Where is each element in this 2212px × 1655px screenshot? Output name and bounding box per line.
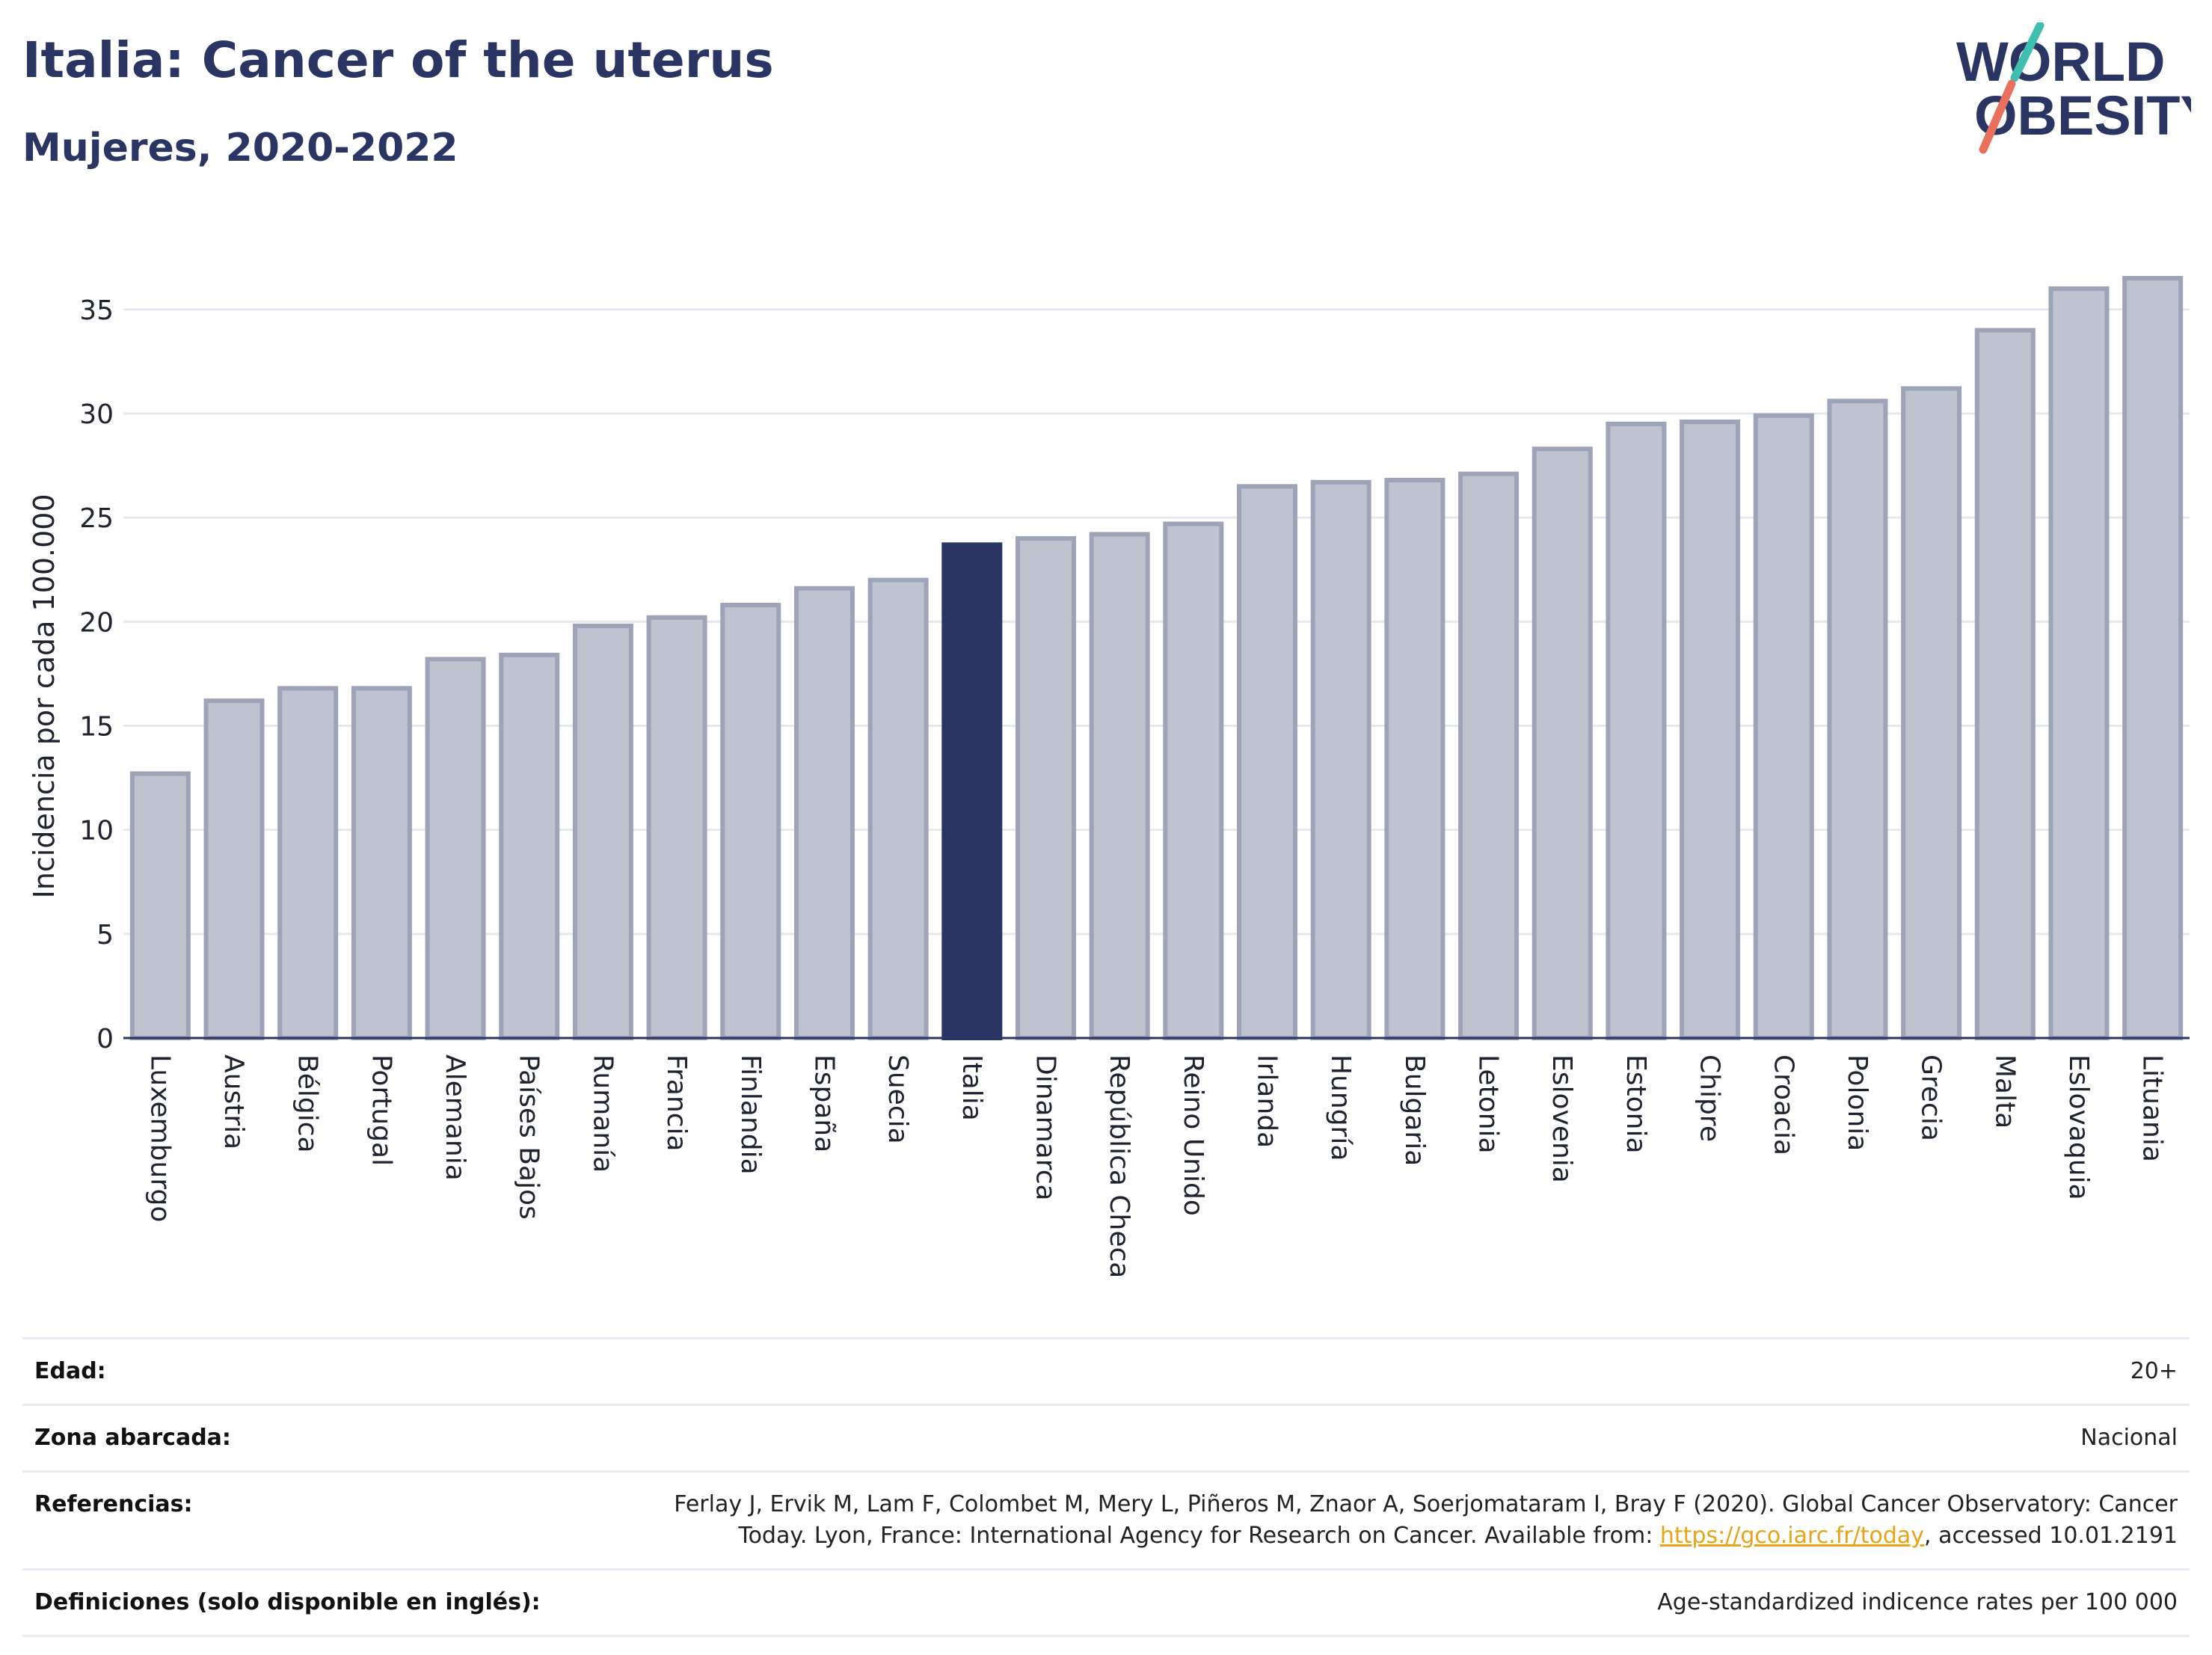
bar-croacia xyxy=(1753,413,1814,1040)
logo-slash-coral xyxy=(1979,79,2016,154)
bar-estonia xyxy=(1606,421,1667,1040)
x-tick-label: Estonia xyxy=(1620,1054,1651,1154)
bar-reino-unido xyxy=(1163,521,1224,1040)
x-tick-label: Portugal xyxy=(366,1054,396,1166)
info-row-references: Referencias: Ferlay J, Ervik M, Lam F, C… xyxy=(22,1470,2190,1568)
y-axis-label: Incidencia por cada 100.000 xyxy=(28,494,61,898)
y-tick-label: 25 xyxy=(79,503,114,534)
definitions-value: Age-standardized indicence rates per 100… xyxy=(1657,1589,2178,1615)
bar-hungría xyxy=(1310,479,1371,1040)
x-tick-label: Finlandia xyxy=(735,1054,766,1175)
y-axis-ticks: 0 5 10 15 20 25 30 35 xyxy=(79,295,114,1054)
bar-italia xyxy=(941,542,1003,1040)
world-obesity-logo: WORLD OBESITY xyxy=(1956,22,2191,154)
area-value: Nacional xyxy=(2080,1425,2178,1451)
age-value: 20+ xyxy=(2130,1358,2178,1384)
x-tick-label: Italia xyxy=(956,1054,987,1121)
x-tick-label: Eslovaquia xyxy=(2063,1054,2094,1200)
age-label: Edad: xyxy=(34,1358,106,1384)
info-table: Edad: 20+ Zona abarcada: Nacional Refere… xyxy=(22,1337,2190,1637)
x-tick-label: Eslovenia xyxy=(1546,1054,1577,1183)
bar-dinamarca xyxy=(1015,535,1076,1040)
y-tick-label: 15 xyxy=(79,711,114,742)
y-tick-label: 0 xyxy=(96,1024,114,1054)
references-line-2-post: , accessed 10.01.2191 xyxy=(1924,1523,2178,1549)
bar-rumanía xyxy=(572,623,633,1040)
references-link[interactable]: https://gco.iarc.fr/today xyxy=(1659,1523,1925,1549)
bar-alemania xyxy=(425,657,486,1040)
y-tick-label: 5 xyxy=(96,920,114,951)
bar-polonia xyxy=(1827,399,1888,1040)
y-tick-label: 30 xyxy=(79,399,114,430)
bar-letonia xyxy=(1458,471,1520,1040)
references-value: Ferlay J, Ervik M, Lam F, Colombet M, Me… xyxy=(674,1489,2178,1552)
bar-suecia xyxy=(867,577,929,1040)
x-tick-label: Francia xyxy=(661,1054,692,1152)
bar-austria xyxy=(203,698,265,1040)
bar-chart: 0 5 10 15 20 25 30 35 Luxemburgo Austria Bélgica P… xyxy=(28,276,2190,1278)
bar-portugal xyxy=(351,686,412,1040)
x-tick-label: República Checa xyxy=(1104,1054,1134,1278)
x-tick-label: Bélgica xyxy=(292,1054,323,1153)
chart-title: Italia: Cancer of the uterus xyxy=(22,31,774,89)
bar-finlandia xyxy=(720,603,781,1040)
bar-bélgica xyxy=(277,686,339,1040)
x-tick-label: Alemania xyxy=(440,1054,470,1181)
x-axis-labels: Luxemburgo Austria Bélgica Portugal Alemania… xyxy=(144,1054,2167,1278)
x-tick-label: Letonia xyxy=(1473,1054,1504,1154)
x-tick-label: España xyxy=(808,1054,839,1152)
x-tick-label: Chipre xyxy=(1695,1054,1725,1142)
bar-luxemburgo xyxy=(129,771,191,1040)
bar-lituania xyxy=(2122,276,2184,1040)
x-tick-label: Rumanía xyxy=(587,1054,618,1173)
y-tick-label: 35 xyxy=(79,295,114,326)
y-tick-label: 20 xyxy=(79,607,114,638)
chart-subtitle: Mujeres, 2020-2022 xyxy=(22,126,458,171)
x-tick-label: Lituania xyxy=(2137,1054,2168,1162)
x-tick-label: Suecia xyxy=(882,1054,913,1144)
bar-eslovenia xyxy=(1531,446,1593,1040)
x-tick-label: Polonia xyxy=(1842,1054,1872,1151)
bar-países-bajos xyxy=(499,652,560,1040)
x-tick-label: Dinamarca xyxy=(1030,1054,1060,1201)
bar-francia xyxy=(646,615,707,1040)
bar-chipre xyxy=(1680,420,1741,1041)
x-tick-label: Reino Unido xyxy=(1178,1054,1208,1216)
bars xyxy=(129,276,2184,1041)
bar-bulgaria xyxy=(1384,478,1446,1040)
bar-grecia xyxy=(1901,386,1962,1041)
bar-españa xyxy=(793,586,855,1040)
bar-malta xyxy=(1974,328,2036,1040)
references-line-1: Ferlay J, Ervik M, Lam F, Colombet M, Me… xyxy=(674,1491,2178,1517)
references-label: Referencias: xyxy=(34,1491,193,1517)
definitions-label: Definiciones (solo disponible en inglés)… xyxy=(34,1589,541,1615)
y-tick-label: 10 xyxy=(79,816,114,847)
bar-república-checa xyxy=(1089,532,1150,1041)
x-tick-label: Países Bajos xyxy=(514,1054,544,1220)
bar-irlanda xyxy=(1237,484,1298,1041)
x-tick-label: Hungría xyxy=(1325,1054,1356,1161)
logo-text-world: WORLD xyxy=(1956,31,2166,93)
x-tick-label: Croacia xyxy=(1768,1054,1798,1155)
logo-slash-teal xyxy=(2010,22,2044,82)
x-tick-label: Luxemburgo xyxy=(144,1054,175,1222)
x-tick-label: Grecia xyxy=(1916,1054,1947,1141)
x-tick-label: Malta xyxy=(1989,1054,2020,1129)
info-row-area: Zona abarcada: Nacional xyxy=(22,1404,2190,1470)
info-row-definitions: Definiciones (solo disponible en inglés)… xyxy=(22,1568,2190,1637)
references-line-2-pre: Today. Lyon, France: International Agenc… xyxy=(738,1523,1660,1549)
x-tick-label: Irlanda xyxy=(1252,1054,1282,1148)
bar-eslovaquia xyxy=(2048,286,2110,1041)
x-tick-label: Austria xyxy=(218,1054,249,1149)
area-label: Zona abarcada: xyxy=(34,1425,231,1451)
x-tick-label: Bulgaria xyxy=(1399,1054,1430,1166)
info-row-age: Edad: 20+ xyxy=(22,1337,2190,1404)
